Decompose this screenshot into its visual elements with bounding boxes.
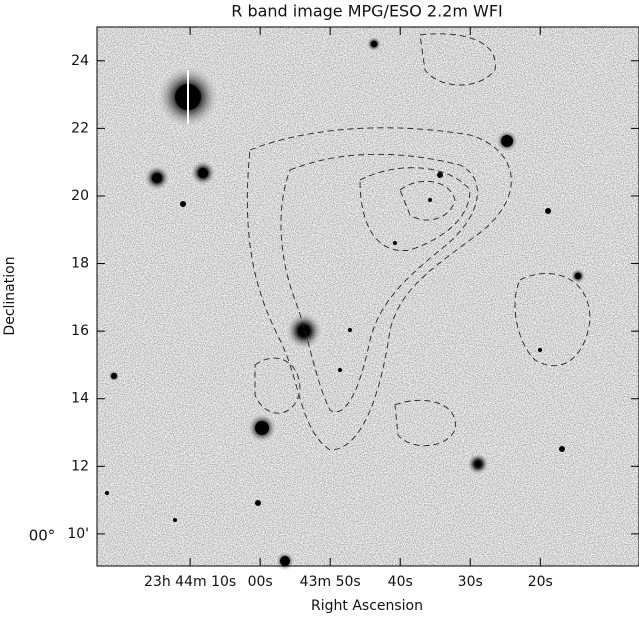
x-tick-label: 23h 44m 10s	[144, 574, 236, 590]
chart-title: R band image MPG/ESO 2.2m WFI	[231, 2, 503, 21]
y-tick-label: 14	[71, 391, 89, 407]
x-tick-label: 30s	[458, 574, 483, 590]
y-tick-label: 12	[71, 458, 89, 474]
x-tick-label: 00s	[248, 574, 273, 590]
y-degree-label: 00°	[29, 527, 56, 545]
y-tick-label: 18	[71, 256, 89, 272]
y-tick-label: 20	[71, 188, 89, 204]
y-tick-label: 10'	[67, 526, 89, 542]
sky-image	[97, 27, 639, 571]
x-tick-label: 40s	[388, 574, 413, 590]
plot-frame	[96, 26, 639, 567]
x-tick-label: 43m 50s	[300, 574, 361, 590]
y-tick-label: 24	[71, 53, 89, 69]
y-tick-label: 16	[71, 323, 89, 339]
y-axis-label: Declination	[2, 256, 18, 335]
y-tick-label: 22	[71, 120, 89, 136]
x-axis-label: Right Ascension	[311, 598, 423, 614]
x-tick-label: 20s	[528, 574, 553, 590]
